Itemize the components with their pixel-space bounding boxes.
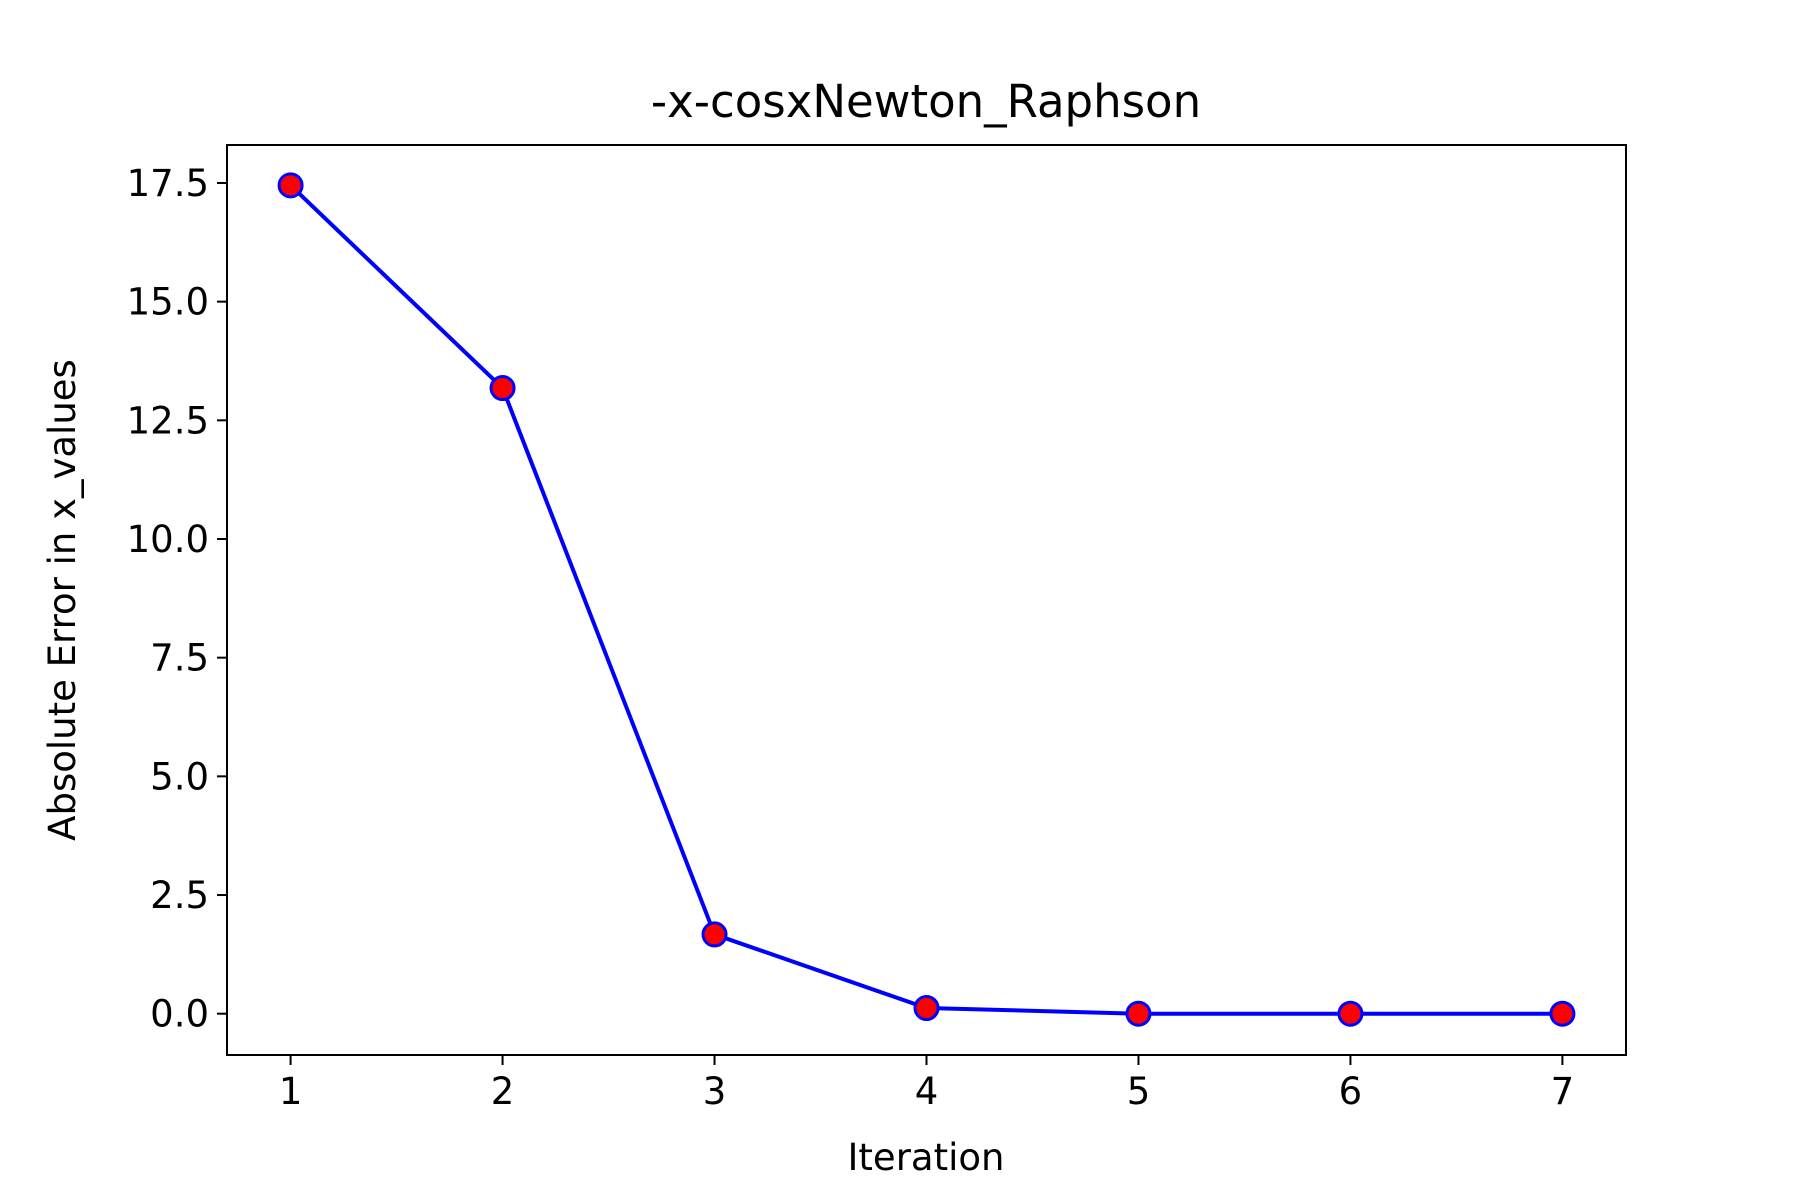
x-tick-label: 7 <box>1551 1070 1575 1113</box>
plot-area <box>277 172 1576 1027</box>
data-point <box>1549 1000 1576 1027</box>
data-point <box>1125 1000 1152 1027</box>
y-axis-title: Absolute Error in x_values <box>41 359 84 841</box>
x-axis-title: Iteration <box>848 1136 1005 1179</box>
y-tick-label: 17.5 <box>127 162 209 205</box>
x-ticks: 1 2 3 4 5 6 7 <box>279 1055 1574 1113</box>
series-line <box>289 183 1563 1016</box>
chart-title: -x-cosxNewton_Raphson <box>651 75 1201 128</box>
y-tick-label: 0.0 <box>150 993 209 1036</box>
x-tick-label: 4 <box>915 1070 939 1113</box>
x-tick-label: 6 <box>1339 1070 1363 1113</box>
y-ticks: 0.0 2.5 5.0 7.5 10.0 12.5 15.0 17.5 <box>127 162 227 1036</box>
data-point <box>701 921 728 948</box>
x-tick-label: 3 <box>703 1070 727 1113</box>
data-point <box>277 172 304 199</box>
x-tick-label: 5 <box>1127 1070 1151 1113</box>
x-tick-label: 2 <box>491 1070 515 1113</box>
y-tick-label: 5.0 <box>150 755 209 798</box>
y-axis-title-group: Absolute Error in x_values <box>41 359 84 841</box>
y-tick-label: 12.5 <box>127 399 209 442</box>
y-tick-label: 2.5 <box>150 874 209 917</box>
x-tick-label: 1 <box>279 1070 303 1113</box>
data-point <box>489 375 516 402</box>
data-point <box>1337 1000 1364 1027</box>
y-tick-label: 15.0 <box>127 281 209 324</box>
y-tick-label: 10.0 <box>127 518 209 561</box>
plot-frame <box>226 144 1627 1056</box>
y-tick-label: 7.5 <box>150 637 209 680</box>
data-point <box>913 995 940 1022</box>
